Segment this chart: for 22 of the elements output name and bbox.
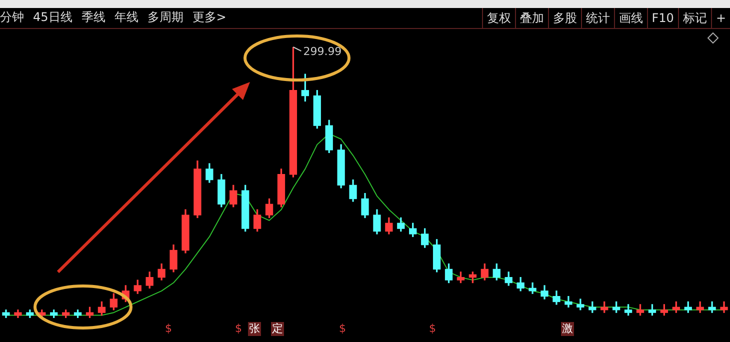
text: 分钟	[0, 10, 24, 24]
text: 多周期	[147, 10, 184, 24]
text: $	[428, 322, 437, 336]
text: 标记	[678, 8, 711, 28]
text: 更多>	[192, 10, 226, 24]
text: +	[710, 8, 730, 28]
text: $	[338, 322, 347, 336]
text: 画线	[614, 8, 647, 28]
text: 定	[271, 322, 284, 336]
text: 年线	[114, 10, 138, 24]
text: 多股	[548, 8, 581, 28]
text: $	[164, 322, 173, 336]
text: 张	[248, 322, 261, 336]
text: $	[234, 322, 243, 336]
text: 统计	[580, 8, 614, 28]
text: F10	[646, 8, 678, 28]
text: 激	[561, 322, 574, 336]
text: 45日线	[33, 10, 72, 24]
text: 复权	[482, 8, 515, 28]
text: 季线	[81, 10, 106, 24]
annotation: 299.99	[303, 44, 342, 58]
text: 叠加	[514, 8, 548, 28]
